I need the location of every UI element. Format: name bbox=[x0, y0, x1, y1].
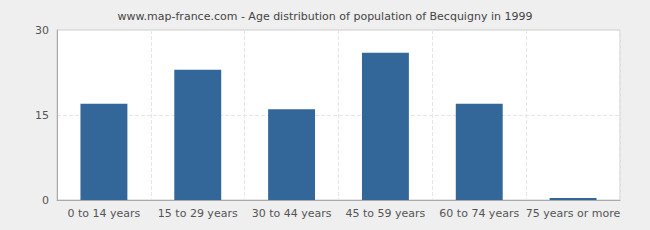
svg-text:30: 30 bbox=[35, 24, 49, 37]
svg-text:75 years or more: 75 years or more bbox=[526, 207, 621, 220]
svg-text:60 to 74 years: 60 to 74 years bbox=[439, 207, 519, 220]
svg-text:15 to 29 years: 15 to 29 years bbox=[158, 207, 238, 220]
svg-text:45 to 59 years: 45 to 59 years bbox=[346, 207, 426, 220]
svg-text:30 to 44 years: 30 to 44 years bbox=[252, 207, 332, 220]
svg-text:15: 15 bbox=[35, 109, 49, 122]
svg-text:0 to 14 years: 0 to 14 years bbox=[68, 207, 141, 220]
svg-text:0: 0 bbox=[42, 194, 49, 207]
svg-text:www.map-france.com - Age distr: www.map-france.com - Age distribution of… bbox=[118, 10, 533, 23]
